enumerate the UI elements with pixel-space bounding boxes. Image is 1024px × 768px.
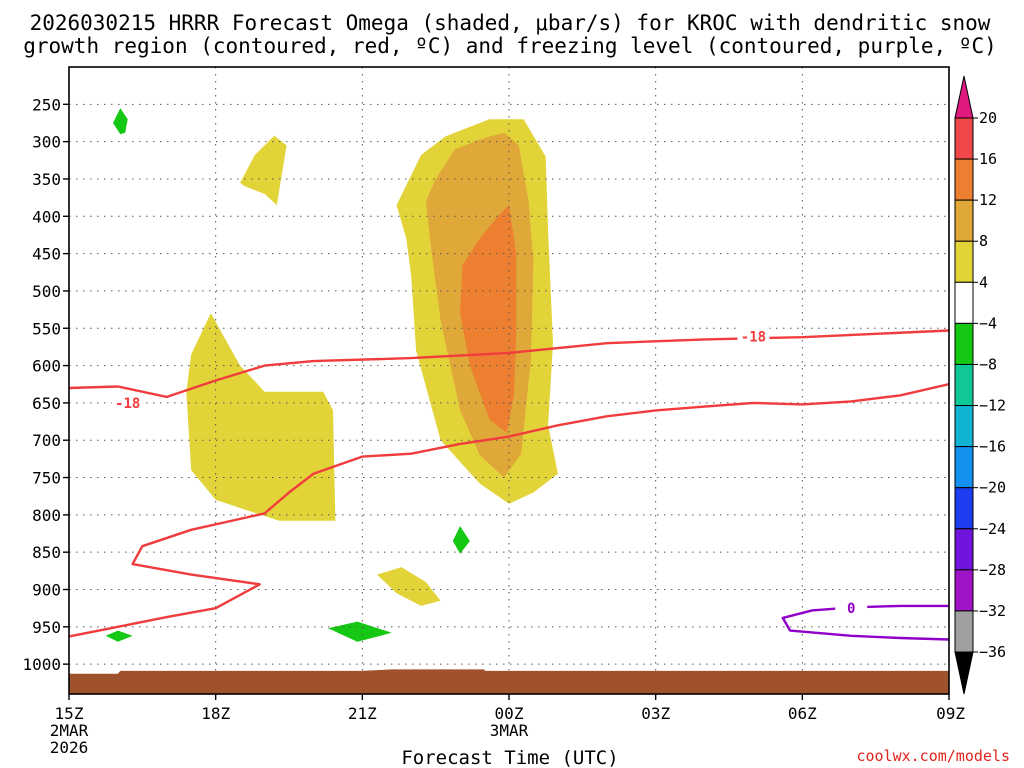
y-tick-label-11: 800 xyxy=(32,506,61,525)
x-tick-label-0: 15Z xyxy=(55,704,84,723)
colorbar-swatch-10 xyxy=(954,487,974,530)
colorbar-swatch-3 xyxy=(954,199,974,242)
y-tick-label-7: 600 xyxy=(32,357,61,376)
omega-region-6 xyxy=(113,108,128,135)
y-tick-label-2: 350 xyxy=(32,170,61,189)
y-tick-label-13: 900 xyxy=(32,581,61,600)
colorbar-swatch-2 xyxy=(954,158,974,201)
contour-labels: -18 -18 0 xyxy=(111,327,868,617)
y-tick-label-9: 700 xyxy=(32,431,61,450)
colorbar-bottom-arrow xyxy=(954,651,974,695)
colorbar-swatch-9 xyxy=(954,446,974,489)
y-tick-label-0: 250 xyxy=(32,95,61,114)
y-tick-label-5: 500 xyxy=(32,282,61,301)
y-tick-label-3: 400 xyxy=(32,207,61,226)
chart-title-line-1: 2026030215 HRRR Forecast Omega (shaded, … xyxy=(30,11,991,35)
omega-shading xyxy=(105,108,558,642)
colorbar-label-9: −20 xyxy=(979,479,1006,497)
contour-line-1 xyxy=(69,383,949,638)
x-tick-label-6: 09Z xyxy=(936,704,965,723)
colorbar-label-2: 12 xyxy=(979,191,997,209)
contour-label-0-0: -18 xyxy=(115,396,140,412)
x-tick-label-4: 03Z xyxy=(641,704,670,723)
colorbar-label-6: −8 xyxy=(979,355,997,373)
colorbar-swatch-11 xyxy=(954,528,974,571)
terrain-fill xyxy=(69,669,949,694)
x-tick-label-3: 00Z xyxy=(495,704,524,723)
y-tick-label-6: 550 xyxy=(32,319,61,338)
colorbar-swatch-7 xyxy=(954,363,974,407)
colorbar-top-arrow xyxy=(954,75,974,119)
colorbar-swatch-8 xyxy=(954,405,974,448)
omega-region-8 xyxy=(328,621,392,642)
y-tick-label-1: 300 xyxy=(32,133,61,152)
y-tick-label-14: 950 xyxy=(32,618,61,637)
omega-region-5 xyxy=(377,567,441,606)
y-tick-label-12: 850 xyxy=(32,543,61,562)
colorbar-label-13: −36 xyxy=(979,643,1006,661)
x-tick-label-2: 21Z xyxy=(348,704,377,723)
y-tick-label-15: 1000 xyxy=(22,655,61,674)
credit-link[interactable]: coolwx.com/models xyxy=(856,747,1010,765)
colorbar-label-3: 8 xyxy=(979,232,988,250)
contour-label-bg-0-1 xyxy=(737,327,770,345)
colorbar-label-7: −12 xyxy=(979,397,1006,415)
x-tick-sublabel-3: 3MAR xyxy=(490,721,529,740)
colorbar-label-5: −4 xyxy=(979,314,997,332)
x-tick-year-0: 2026 xyxy=(50,738,89,757)
y-tick-label-10: 750 xyxy=(32,469,61,488)
omega-region-7 xyxy=(105,630,133,642)
colorbar-swatch-4 xyxy=(954,240,974,283)
terrain-layer xyxy=(69,669,949,694)
contour-lines xyxy=(69,329,949,641)
x-tick-label-1: 18Z xyxy=(201,704,230,723)
colorbar-label-12: −32 xyxy=(979,602,1006,620)
colorbar-swatch-12 xyxy=(954,569,974,612)
omega-region-3 xyxy=(240,135,287,206)
colorbar-label-1: 16 xyxy=(979,150,997,168)
colorbar-label-10: −24 xyxy=(979,520,1006,538)
colorbar-swatch-5 xyxy=(954,281,974,324)
x-tick-sublabel-0: 2MAR xyxy=(50,721,89,740)
y-tick-label-4: 450 xyxy=(32,245,61,264)
colorbar-label-4: 4 xyxy=(979,273,988,291)
contour-line-2 xyxy=(781,604,949,641)
x-tick-label-5: 06Z xyxy=(788,704,817,723)
contour-label-2-0: 0 xyxy=(847,601,855,617)
contour-line-0 xyxy=(69,329,949,399)
colorbar-label-11: −28 xyxy=(979,561,1006,579)
chart-title-line-2: growth region (contoured, red, ºC) and f… xyxy=(23,34,997,58)
colorbar-swatch-1 xyxy=(954,117,974,160)
colorbar-label-0: 20 xyxy=(979,109,997,127)
contour-label-0-1: -18 xyxy=(741,329,766,345)
y-tick-label-8: 650 xyxy=(32,394,61,413)
colorbar-label-8: −16 xyxy=(979,438,1006,456)
colorbar-swatch-6 xyxy=(954,322,974,365)
colorbar: 20 16 12 8 4 −4 −8 −12 −16 −20 −24 −28 −32 −36 xyxy=(954,75,1006,695)
contour-label-bg-2-0 xyxy=(835,599,868,617)
colorbar-swatch-13 xyxy=(954,610,974,653)
omega-region-2 xyxy=(460,205,517,433)
omega-region-9 xyxy=(452,526,470,554)
y-axis: 250 300 350 400 450 500 550 600 650 700 750 800 850 9… xyxy=(22,95,69,674)
contour-label-bg-0-0 xyxy=(111,393,144,411)
x-axis-title: Forecast Time (UTC) xyxy=(401,747,618,768)
